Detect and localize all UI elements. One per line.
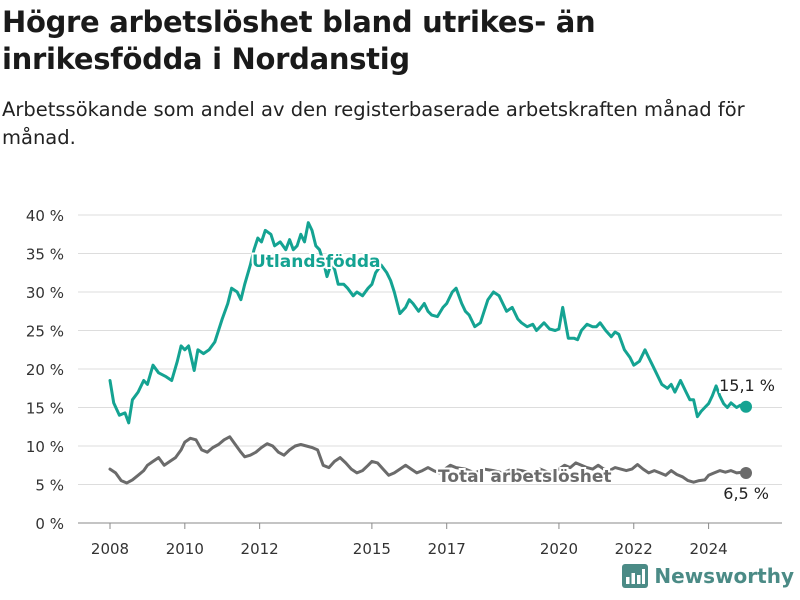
x-tick-label: 2024 xyxy=(689,540,727,558)
end-value-label: 6,5 % xyxy=(723,484,769,503)
x-tick-label: 2022 xyxy=(615,540,653,558)
newsworthy-brand: Newsworthy xyxy=(622,564,794,588)
x-tick-label: 2012 xyxy=(241,540,279,558)
y-tick-label: 10 % xyxy=(26,438,64,456)
y-tick-label: 20 % xyxy=(26,361,64,379)
x-tick-label: 2008 xyxy=(91,540,129,558)
y-tick-label: 40 % xyxy=(26,207,64,225)
y-tick-label: 25 % xyxy=(26,323,64,341)
chart-title: Högre arbetslöshet bland utrikes- än inr… xyxy=(2,5,596,76)
line-chart: 0 % 5 % 10 % 15 % 20 % 25 % 30 % 35 % 40 % 2008 20… xyxy=(26,207,782,558)
end-value-label: 15,1 % xyxy=(719,376,775,395)
x-tick-label: 2015 xyxy=(353,540,391,558)
y-tick-label: 5 % xyxy=(35,477,64,495)
x-tick-label: 2017 xyxy=(428,540,466,558)
y-tick-label: 35 % xyxy=(26,246,64,264)
chart-subtitle: Arbetssökande som andel av den registerb… xyxy=(2,98,745,149)
bar-chart-logo-icon xyxy=(622,564,649,588)
series-label: Total arbetslöshet xyxy=(438,467,612,487)
series-line xyxy=(108,221,748,425)
x-tick-label: 2020 xyxy=(540,540,578,558)
series-end-marker xyxy=(740,466,752,479)
series-line xyxy=(108,435,748,485)
y-tick-label: 0 % xyxy=(35,515,64,533)
series-end-marker xyxy=(740,400,752,413)
series-label: Utlandsfödda xyxy=(252,252,381,272)
brand-name: Newsworthy xyxy=(654,564,794,588)
y-tick-label: 15 % xyxy=(26,400,64,418)
x-tick-label: 2010 xyxy=(166,540,204,558)
y-tick-label: 30 % xyxy=(26,284,64,302)
